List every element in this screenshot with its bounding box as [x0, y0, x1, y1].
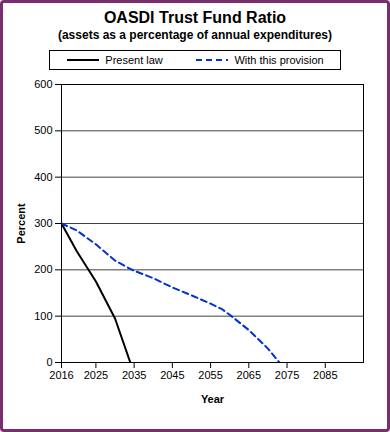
html-text:OASDI Trust Fund Ratio: OASDI Trust Fund Ratio: [103, 9, 287, 26]
html-text:Present law: Present law: [105, 54, 163, 66]
svg-text:2085: 2085: [313, 369, 337, 381]
svg-text:2045: 2045: [160, 369, 184, 381]
svg-text:2075: 2075: [275, 369, 299, 381]
svg-text:2016: 2016: [49, 369, 73, 381]
svg-text:2065: 2065: [237, 369, 261, 381]
svg-text:500: 500: [34, 124, 52, 136]
svg-text:300: 300: [34, 217, 52, 229]
svg-text:200: 200: [34, 263, 52, 275]
svg-text:100: 100: [34, 310, 52, 322]
svg-text:400: 400: [34, 171, 52, 183]
svg-text:0: 0: [46, 356, 52, 368]
svg-text:2035: 2035: [122, 369, 146, 381]
svg-text:Year: Year: [201, 393, 225, 405]
svg-text:2025: 2025: [84, 369, 108, 381]
svg-text:600: 600: [34, 78, 52, 90]
html-text:(assets as a percentage of ann: (assets as a percentage of annual expend…: [57, 28, 332, 42]
svg-text:2055: 2055: [198, 369, 222, 381]
svg-text:Percent: Percent: [15, 203, 27, 244]
html-text:With this provision: With this provision: [234, 54, 324, 66]
